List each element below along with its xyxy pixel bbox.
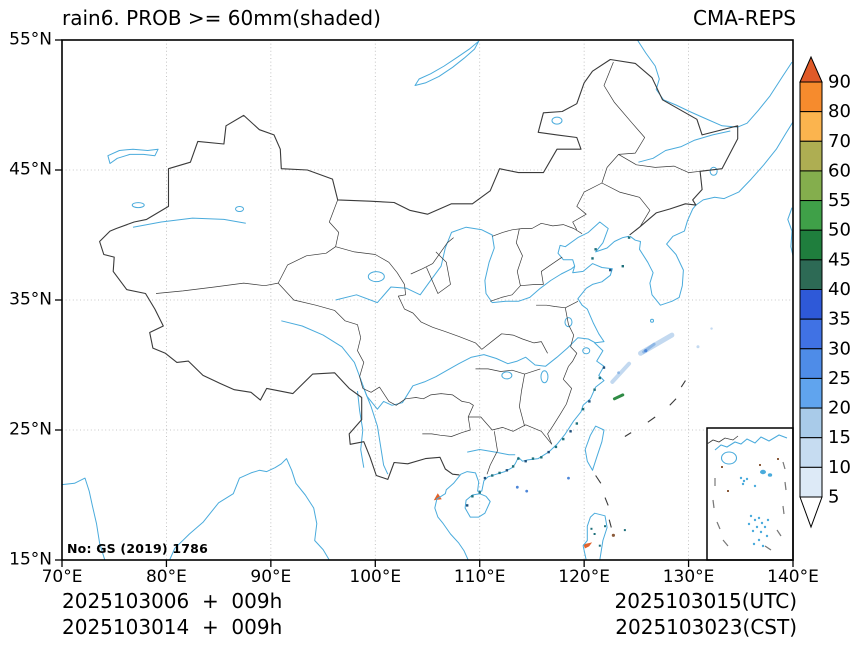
colorbar-segment <box>799 407 823 439</box>
y-tick-label: 45°N <box>9 159 52 180</box>
colorbar-tick-label: 25 <box>828 368 851 389</box>
y-tick-label: 35°N <box>9 289 52 310</box>
colorbar-tick-label: 35 <box>828 309 851 330</box>
colorbar-segment <box>799 259 823 291</box>
x-tick-label: 110°E <box>453 567 506 587</box>
colorbar-segment <box>799 348 823 379</box>
y-tick-label: 15°N <box>9 549 52 570</box>
model-name: CMA-REPS <box>693 6 796 30</box>
x-tick-label: 130°E <box>662 567 715 587</box>
x-tick-label: 90°E <box>250 567 292 587</box>
coastal-probability-specks <box>465 236 631 507</box>
y-tick-label: 55°N <box>9 29 52 50</box>
grid-lines <box>62 40 793 560</box>
colorbar-segment <box>799 81 823 113</box>
national-and-province-borders <box>99 58 739 528</box>
probability-colorbar: 90 80 70 60 55 50 45 40 35 30 25 20 15 10 5 <box>799 55 851 529</box>
colorbar-tick-label: 10 <box>828 457 851 478</box>
x-tick-label: 100°E <box>349 567 402 587</box>
colorbar-segment <box>799 170 823 202</box>
colorbar-segment <box>799 377 823 409</box>
colorbar-segment <box>799 229 823 261</box>
colorbar-tick-label: 5 <box>828 487 839 508</box>
coastlines-rivers <box>61 39 794 561</box>
x-tick-label: 80°E <box>145 567 187 587</box>
colorbar-segment <box>799 437 823 468</box>
probability-shading <box>433 327 713 549</box>
figure-title: rain6. PROB >= 60mm(shaded) <box>62 6 381 30</box>
colorbar-segment <box>799 318 823 350</box>
map-background <box>62 40 793 560</box>
colorbar-tick-label: 40 <box>828 279 851 300</box>
colorbar-tick-label: 30 <box>828 338 851 359</box>
x-tick-label: 140°E <box>767 567 819 587</box>
colorbar-over-arrow <box>799 55 823 83</box>
x-tick-label: 70°E <box>41 567 83 587</box>
axis-ticks <box>55 39 794 567</box>
colorbar-tick-label: 45 <box>828 249 851 270</box>
colorbar-under-arrow <box>799 496 823 529</box>
colorbar-segment <box>799 466 823 498</box>
colorbar-segment <box>799 140 823 172</box>
colorbar-tick-label: 55 <box>828 190 851 211</box>
south-china-sea-inset <box>706 427 794 561</box>
colorbar-segment <box>799 111 823 142</box>
colorbar-tick-label: 15 <box>828 427 851 448</box>
footer-init-utc: 2025103006 + 009h <box>62 589 283 613</box>
colorbar-tick-label: 20 <box>828 398 851 419</box>
orange-high-prob-spot-vietnam <box>433 493 442 501</box>
colorbar-tick-label: 90 <box>828 72 851 93</box>
colorbar-tick-label: 50 <box>828 220 851 241</box>
colorbar-tick-label: 80 <box>828 101 851 122</box>
footer-init-cst: 2025103014 + 009h <box>62 615 283 639</box>
china-probability-map <box>55 39 794 567</box>
footer-valid-utc: 2025103015(UTC) <box>614 589 798 613</box>
orange-high-prob-spot-luzon <box>583 542 593 549</box>
colorbar-segment <box>799 289 823 320</box>
colorbar-tick-label: 70 <box>828 131 851 152</box>
x-tick-label: 120°E <box>558 567 610 587</box>
y-tick-label: 25°N <box>9 419 52 440</box>
footer-valid-cst: 2025103023(CST) <box>615 615 797 639</box>
colorbar-segment <box>799 200 823 231</box>
map-license-number: No: GS (2019) 1786 <box>67 541 208 556</box>
colorbar-tick-label: 60 <box>828 160 851 181</box>
